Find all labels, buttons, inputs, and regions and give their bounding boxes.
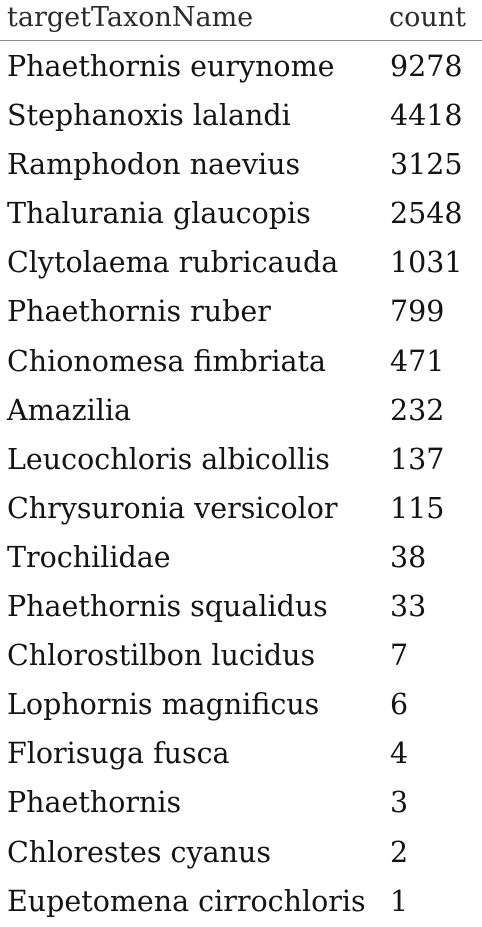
- count-cell: 1: [390, 884, 409, 918]
- taxon-name-cell: Phaethornis squalidus: [7, 590, 328, 624]
- table-row: Clytolaema rubricauda 1031: [0, 239, 482, 288]
- table-header: targetTaxonName count: [0, 0, 482, 41]
- count-cell: 38: [390, 540, 427, 574]
- taxon-name-cell: Eupetomena cirrochloris: [7, 884, 366, 918]
- table-row: Chlorostilbon lucidus 7: [0, 632, 482, 681]
- table-row: Phaethornis eurynome 9278: [0, 43, 482, 92]
- column-header-count: count: [389, 2, 467, 33]
- taxon-name-cell: Chionomesa fimbriata: [7, 344, 326, 378]
- count-cell: 115: [390, 491, 445, 525]
- taxon-name-cell: Phaethornis: [7, 786, 182, 820]
- table-row: Stephanoxis lalandi 4418: [0, 92, 482, 141]
- table-row: Lophornis magnificus 6: [0, 681, 482, 730]
- taxon-name-cell: Stephanoxis lalandi: [7, 99, 291, 133]
- table-row: Chlorestes cyanus 2: [0, 829, 482, 878]
- taxon-name-cell: Ramphodon naevius: [7, 148, 301, 182]
- taxon-name-cell: Trochilidae: [7, 540, 171, 574]
- table-row: Thalurania glaucopis 2548: [0, 190, 482, 239]
- table-row: Eupetomena cirrochloris 1: [0, 878, 482, 927]
- table-row: Phaethornis 3: [0, 779, 482, 828]
- count-cell: 9278: [390, 50, 463, 83]
- count-cell: 1031: [390, 246, 463, 280]
- count-cell: 4: [390, 737, 409, 771]
- count-cell: 137: [390, 442, 445, 476]
- table-row: Phaethornis ruber 799: [0, 288, 482, 337]
- table-row: Leucochloris albicollis 137: [0, 436, 482, 485]
- count-cell: 2: [390, 835, 409, 869]
- count-cell: 471: [390, 344, 445, 378]
- count-cell: 4418: [390, 99, 463, 133]
- taxon-name-cell: Lophornis magnificus: [7, 688, 320, 722]
- table-row: Florisuga fusca 4: [0, 730, 482, 779]
- count-cell: 7: [390, 639, 409, 673]
- count-cell: 3125: [390, 148, 463, 182]
- taxon-name-cell: Florisuga fusca: [7, 737, 230, 771]
- taxon-name-cell: Clytolaema rubricauda: [7, 246, 339, 280]
- table-row: Phaethornis squalidus 33: [0, 583, 482, 632]
- table-row: Chionomesa fimbriata 471: [0, 338, 482, 387]
- table-row: Amazilia 232: [0, 387, 482, 436]
- taxon-name-cell: Chlorostilbon lucidus: [7, 639, 316, 673]
- table-row: Chrysuronia versicolor 115: [0, 485, 482, 534]
- table-row: Trochilidae 38: [0, 534, 482, 583]
- taxon-name-cell: Leucochloris albicollis: [7, 442, 330, 476]
- count-cell: 232: [390, 393, 445, 427]
- taxon-name-cell: Chrysuronia versicolor: [7, 491, 338, 525]
- count-cell: 799: [390, 295, 445, 329]
- count-cell: 6: [390, 688, 409, 722]
- count-cell: 33: [390, 590, 427, 624]
- column-header-target-taxon-name: targetTaxonName: [7, 2, 254, 33]
- taxon-name-cell: Thalurania glaucopis: [7, 197, 311, 231]
- taxon-name-cell: Chlorestes cyanus: [7, 835, 271, 869]
- count-cell: 2548: [390, 197, 463, 231]
- taxon-name-cell: Phaethornis eurynome: [7, 50, 335, 83]
- count-cell: 3: [390, 786, 409, 820]
- table-body: Phaethornis eurynome 9278 Stephanoxis lala…: [0, 43, 482, 927]
- table-row: Ramphodon naevius 3125: [0, 141, 482, 190]
- taxon-name-cell: Phaethornis ruber: [7, 295, 271, 329]
- taxon-name-cell: Amazilia: [7, 393, 131, 427]
